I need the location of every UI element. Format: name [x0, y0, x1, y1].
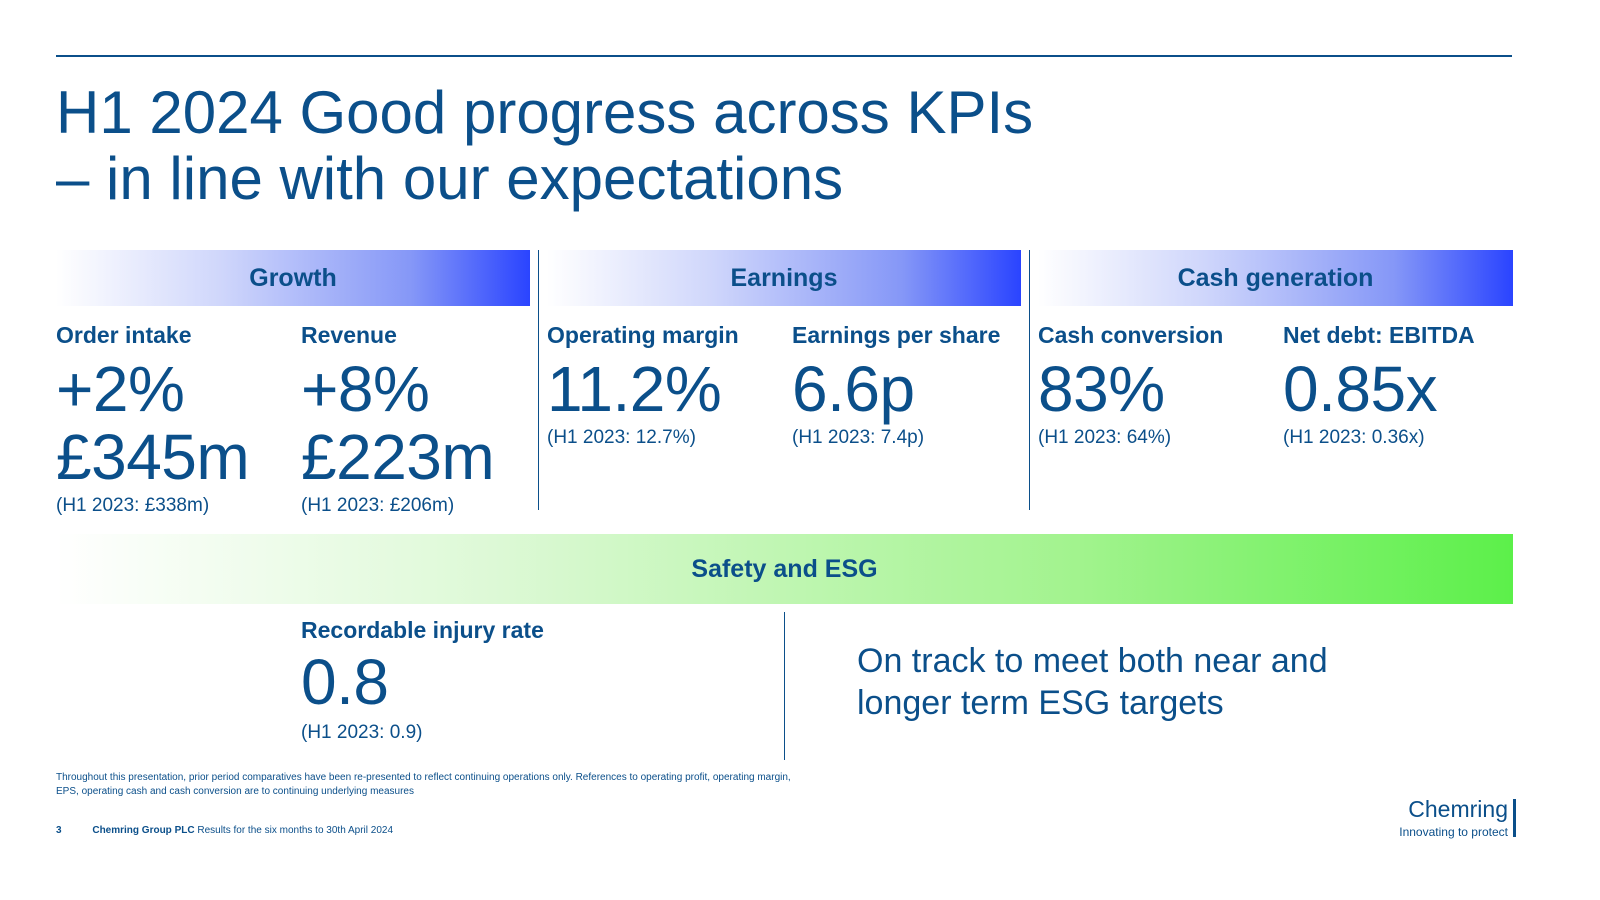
kpi-value-amount: £345m [56, 421, 250, 493]
cash-heading: Cash generation [1177, 263, 1374, 292]
kpi-label: Order intake [56, 322, 192, 348]
kpi-comparative: (H1 2023: £206m) [301, 495, 455, 516]
cash-header-band: Cash generation [1038, 250, 1513, 306]
kpi-comparative: (H1 2023: 64%) [1038, 427, 1172, 448]
footnote: Throughout this presentation, prior peri… [56, 772, 791, 797]
kpi-comparative: (H1 2023: £338m) [56, 495, 210, 516]
kpi-cash-conversion: Cash conversion 83% (H1 2023: 64%) [1038, 322, 1223, 449]
logo-name: Chemring [1408, 796, 1508, 822]
kpi-label: Net debt: EBITDA [1283, 322, 1475, 348]
kpi-label: Cash conversion [1038, 322, 1224, 348]
kpi-earnings-per-share: Earnings per share 6.6p (H1 2023: 7.4p) [792, 322, 1000, 449]
kpi-value: 83% [1038, 353, 1165, 425]
kpi-value: 0.85x [1283, 353, 1438, 425]
top-divider [56, 55, 1512, 57]
kpi-comparative: (H1 2023: 0.36x) [1283, 427, 1425, 448]
section-divider [1029, 250, 1030, 510]
footer-subtitle: Results for the six months to 30th April… [197, 825, 394, 836]
kpi-comparative: (H1 2023: 0.9) [301, 722, 423, 743]
kpi-value: 0.8 [301, 646, 389, 718]
kpi-order-intake: Order intake +2% £345m (H1 2023: £338m) [56, 322, 250, 517]
growth-header-band: Growth [56, 250, 530, 306]
footer-company: Chemring Group PLC [92, 825, 195, 836]
page-title-line-1: H1 2024 Good progress across KPIs [56, 79, 1034, 146]
kpi-label: Recordable injury rate [301, 617, 544, 643]
growth-heading: Growth [249, 263, 337, 292]
chemring-logo: Chemring Innovating to protect [1392, 796, 1516, 840]
slide-footer: 3 Chemring Group PLC Results for the six… [56, 825, 393, 836]
kpi-value: 11.2% [547, 353, 722, 425]
kpi-label: Earnings per share [792, 322, 1001, 348]
safety-header-band: Safety and ESG [56, 534, 1513, 604]
section-divider [538, 250, 539, 510]
kpi-value: 6.6p [792, 353, 915, 425]
page-title: H1 2024 Good progress across KPIs – in l… [56, 80, 1256, 212]
kpi-label: Revenue [301, 322, 397, 348]
esg-statement: On track to meet both near and longer te… [857, 642, 1328, 722]
page-number: 3 [56, 825, 62, 836]
earnings-heading: Earnings [730, 263, 838, 292]
page-title-line-2: – in line with our expectations [56, 145, 844, 212]
kpi-label: Operating margin [547, 322, 739, 348]
kpi-comparative: (H1 2023: 7.4p) [792, 427, 925, 448]
kpi-revenue: Revenue +8% £223m (H1 2023: £206m) [301, 322, 495, 517]
kpi-recordable-injury-rate: Recordable injury rate 0.8 (H1 2023: 0.9… [301, 617, 544, 744]
kpi-value-change: +2% [56, 353, 185, 425]
section-divider [784, 612, 785, 760]
kpi-operating-margin: Operating margin 11.2% (H1 2023: 12.7%) [547, 322, 739, 449]
kpi-comparative: (H1 2023: 12.7%) [547, 427, 696, 448]
kpi-value-change: +8% [301, 353, 430, 425]
kpi-net-debt-ebitda: Net debt: EBITDA 0.85x (H1 2023: 0.36x) [1283, 322, 1475, 449]
earnings-header-band: Earnings [547, 250, 1021, 306]
logo-bar [1513, 799, 1516, 837]
kpi-value-amount: £223m [301, 421, 495, 493]
logo-tagline: Innovating to protect [1399, 825, 1508, 839]
safety-heading: Safety and ESG [691, 554, 878, 583]
